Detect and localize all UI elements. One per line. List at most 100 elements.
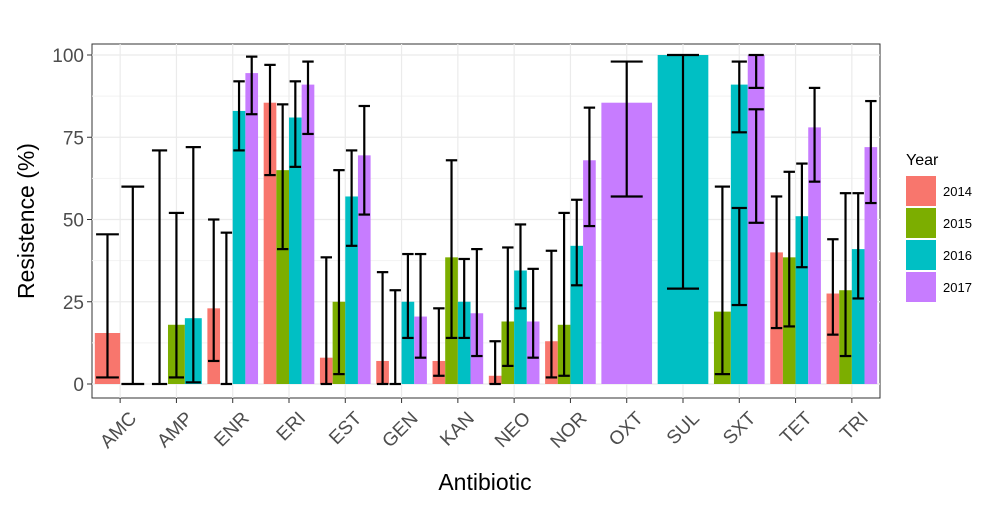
- error-bar: [276, 103, 289, 251]
- legend: Year 2014 2015 2016 2017: [906, 152, 972, 302]
- x-tick-label: AMC: [96, 408, 141, 453]
- y-tick-label: 0: [73, 375, 84, 396]
- error-bar: [320, 256, 332, 386]
- error-bar: [302, 60, 314, 136]
- bar-tet-2017: [808, 127, 821, 384]
- bar-tri-2014: [826, 293, 840, 384]
- bar-enr-2017: [245, 73, 259, 384]
- error-bar: [471, 248, 483, 358]
- y-axis-label: Resistence (%): [13, 143, 39, 299]
- bar-gen-2016: [401, 301, 415, 384]
- error-bar: [489, 340, 501, 386]
- error-bar: [121, 185, 145, 386]
- y-tick-label: 75: [63, 128, 84, 149]
- bar-est-2017: [357, 155, 371, 384]
- error-bar: [796, 162, 808, 269]
- error-bar: [748, 53, 764, 90]
- bar-est-2016: [345, 196, 358, 384]
- error-bar: [731, 60, 747, 134]
- legend-label: 2014: [943, 184, 972, 199]
- y-tick-label: 100: [52, 46, 84, 67]
- bar-kan-2016: [457, 301, 471, 384]
- error-bar: [151, 149, 168, 386]
- legend-swatch-2017: [906, 272, 936, 302]
- x-tick-label: EST: [325, 408, 366, 449]
- error-bar: [571, 198, 583, 287]
- error-bar: [583, 106, 596, 228]
- x-tick-label: GEN: [379, 408, 423, 452]
- error-bar: [865, 99, 877, 205]
- x-axis-label: Antibiotic: [438, 469, 531, 495]
- error-bar: [185, 146, 201, 384]
- y-tick-label: 50: [63, 211, 84, 232]
- bar-tri-2017: [864, 147, 878, 384]
- y-ticks: 0 25 50 75 100: [52, 46, 92, 396]
- error-bar: [389, 289, 401, 386]
- x-tick-label: TRI: [836, 408, 872, 444]
- x-ticks: AMC AMP ENR ERI EST GEN KAN NEO NOR OXT SUL SXT TET T…: [96, 398, 873, 453]
- error-bar: [376, 271, 389, 386]
- bar-enr-2016: [232, 110, 246, 385]
- bar-eri-2016: [289, 117, 302, 384]
- error-bar: [610, 60, 643, 198]
- error-bar: [714, 185, 730, 376]
- bar-eri-2017: [301, 84, 315, 385]
- error-bar: [220, 231, 233, 386]
- x-tick-label: OXT: [605, 408, 648, 451]
- error-bar: [527, 267, 539, 359]
- bar-tet-2016: [795, 216, 809, 384]
- x-tick-label: KAN: [436, 408, 478, 450]
- error-bar: [233, 80, 245, 152]
- error-bar: [783, 170, 795, 328]
- error-bar: [852, 192, 864, 300]
- legend-swatch-2016: [906, 240, 936, 270]
- error-bar: [558, 211, 570, 377]
- error-bar: [289, 80, 302, 168]
- legend-label: 2015: [943, 216, 972, 231]
- x-tick-label: SXT: [719, 408, 760, 449]
- bar-nor-2017: [583, 160, 596, 384]
- error-bar: [96, 233, 119, 379]
- error-bar: [264, 63, 276, 177]
- error-bar: [514, 223, 527, 310]
- error-bar: [345, 149, 358, 247]
- legend-swatch-2014: [906, 176, 936, 206]
- y-tick-label: 25: [63, 293, 84, 314]
- error-bar: [502, 246, 514, 368]
- error-bar: [827, 238, 839, 336]
- error-bar: [458, 257, 470, 340]
- bar-eri-2014: [263, 102, 277, 384]
- error-bar: [358, 104, 370, 216]
- error-bar: [168, 211, 185, 379]
- error-bar: [731, 206, 747, 307]
- error-bar: [545, 249, 558, 379]
- x-tick-label: AMP: [153, 408, 197, 452]
- legend-label: 2016: [943, 248, 972, 263]
- error-bar: [333, 169, 345, 376]
- error-bar: [839, 192, 852, 358]
- x-tick-label: ENR: [210, 408, 253, 451]
- legend-title: Year: [906, 152, 939, 169]
- error-bar: [414, 252, 427, 359]
- bar-nor-2016: [570, 245, 584, 384]
- x-tick-label: TET: [776, 408, 817, 449]
- error-bar: [770, 195, 783, 330]
- bar-neo-2016: [514, 270, 527, 384]
- error-bar: [208, 218, 220, 363]
- error-bar: [433, 307, 445, 377]
- error-bar: [445, 159, 458, 340]
- error-bar: [246, 55, 258, 116]
- error-bar: [748, 108, 764, 224]
- legend-label: 2017: [943, 280, 972, 295]
- x-tick-label: NEO: [491, 408, 535, 452]
- x-tick-label: NOR: [547, 408, 592, 453]
- error-bars: [96, 53, 877, 386]
- x-tick-label: SUL: [663, 408, 704, 449]
- error-bar: [667, 53, 699, 290]
- legend-swatch-2015: [906, 208, 936, 238]
- bar-tri-2016: [851, 249, 865, 384]
- error-bar: [808, 86, 821, 183]
- bar-eri-2015: [276, 170, 289, 384]
